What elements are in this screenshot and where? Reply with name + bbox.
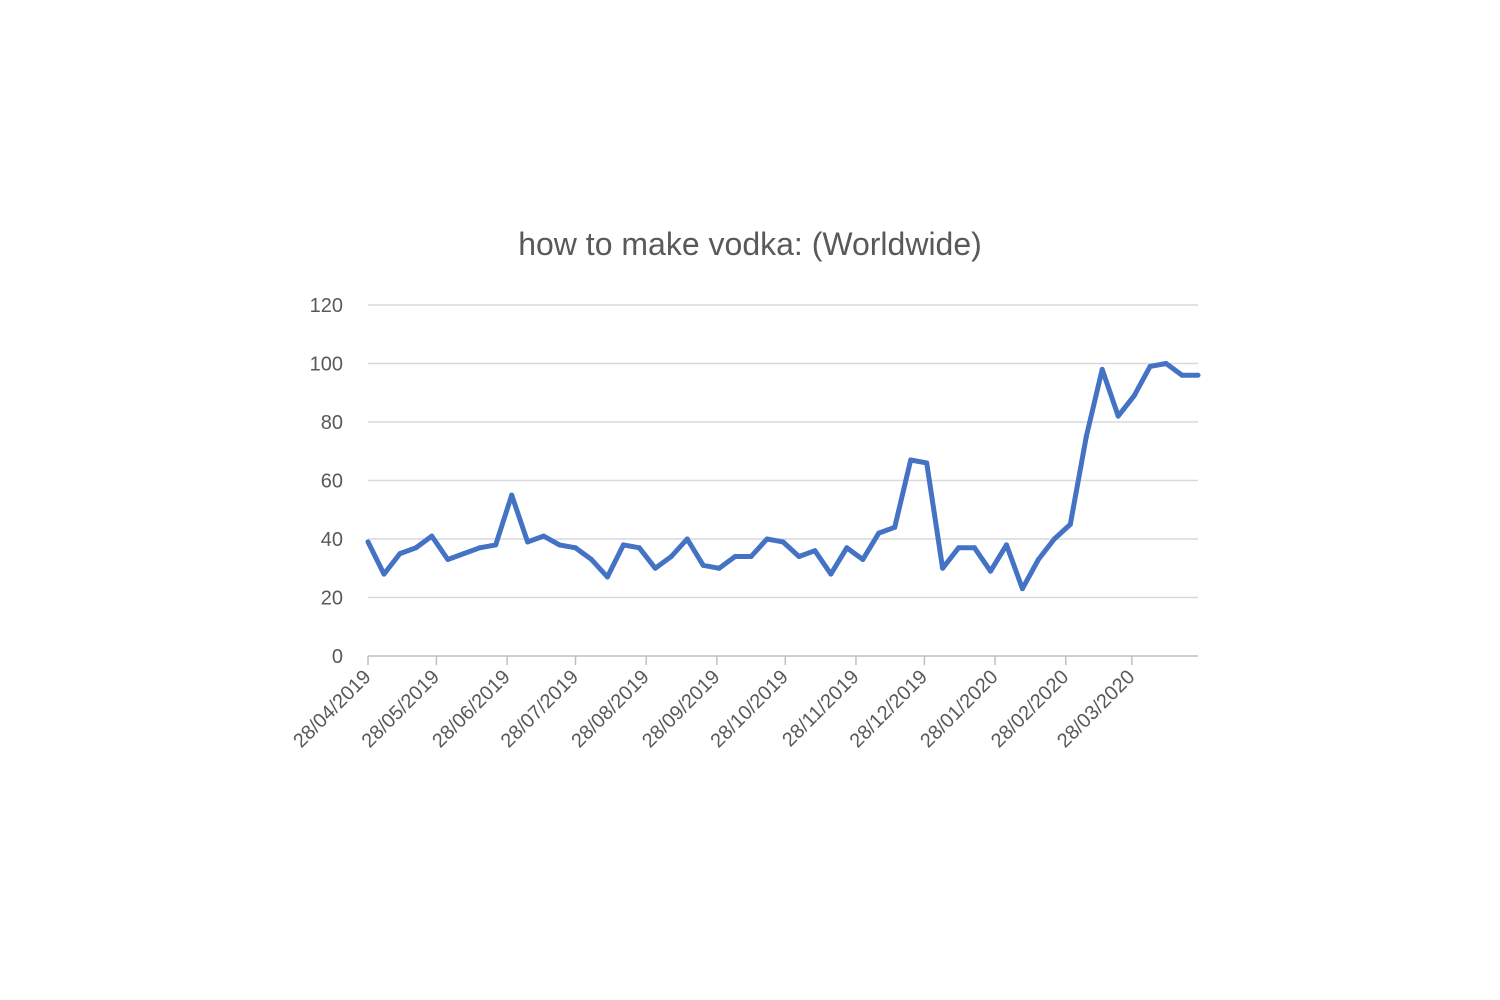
- data-point: [908, 457, 914, 463]
- data-point: [588, 556, 594, 562]
- data-point: [541, 533, 547, 539]
- data-point: [1147, 363, 1153, 369]
- y-tick-label: 20: [321, 588, 343, 610]
- data-point: [525, 539, 531, 545]
- data-point: [988, 568, 993, 574]
- data-point: [429, 533, 435, 539]
- data-point: [940, 565, 946, 571]
- data-point: [860, 556, 866, 562]
- data-point: [892, 524, 898, 530]
- data-point: [1035, 556, 1041, 562]
- data-point: [1131, 393, 1137, 399]
- data-point: [684, 536, 690, 542]
- y-tick-label: 40: [321, 529, 343, 551]
- data-point: [365, 539, 371, 545]
- data-point: [1115, 413, 1121, 419]
- data-point: [445, 556, 451, 562]
- data-point: [796, 554, 802, 560]
- data-point: [716, 565, 722, 571]
- data-point: [1163, 361, 1169, 366]
- chart-title: how to make vodka: (Worldwide): [518, 226, 982, 262]
- data-point: [972, 545, 978, 551]
- data-point: [780, 539, 786, 545]
- data-point: [413, 545, 419, 551]
- y-tick-label: 60: [321, 471, 343, 493]
- data-point: [573, 545, 578, 551]
- data-point: [461, 551, 467, 557]
- data-point: [604, 574, 610, 580]
- data-point: [397, 551, 403, 557]
- data-point: [1051, 536, 1057, 542]
- data-point: [636, 545, 642, 551]
- data-point: [1083, 434, 1089, 440]
- data-point: [876, 530, 882, 536]
- data-point: [812, 548, 818, 554]
- y-tick-label: 120: [310, 295, 343, 317]
- data-point: [668, 554, 674, 560]
- data-point: [1195, 372, 1201, 378]
- data-point: [764, 536, 770, 542]
- y-tick-label: 100: [310, 354, 343, 376]
- data-point: [924, 460, 930, 466]
- data-point: [620, 542, 626, 548]
- data-point: [1099, 366, 1105, 372]
- series-line: [365, 361, 1198, 592]
- data-point: [732, 554, 738, 560]
- data-point: [1003, 542, 1009, 548]
- y-tick-label: 80: [321, 412, 343, 434]
- data-point: [748, 554, 754, 560]
- data-point: [381, 571, 387, 577]
- data-point: [557, 542, 563, 548]
- data-point: [844, 545, 850, 551]
- data-point: [956, 545, 962, 551]
- data-point: [477, 545, 483, 551]
- y-tick-label: 0: [332, 646, 343, 668]
- data-point: [1019, 586, 1025, 592]
- data-point: [652, 565, 658, 571]
- data-point: [493, 542, 499, 548]
- data-point: [1179, 372, 1185, 378]
- data-point: [828, 571, 834, 577]
- data-point: [700, 562, 706, 568]
- data-point: [509, 492, 515, 498]
- data-point: [1067, 521, 1073, 527]
